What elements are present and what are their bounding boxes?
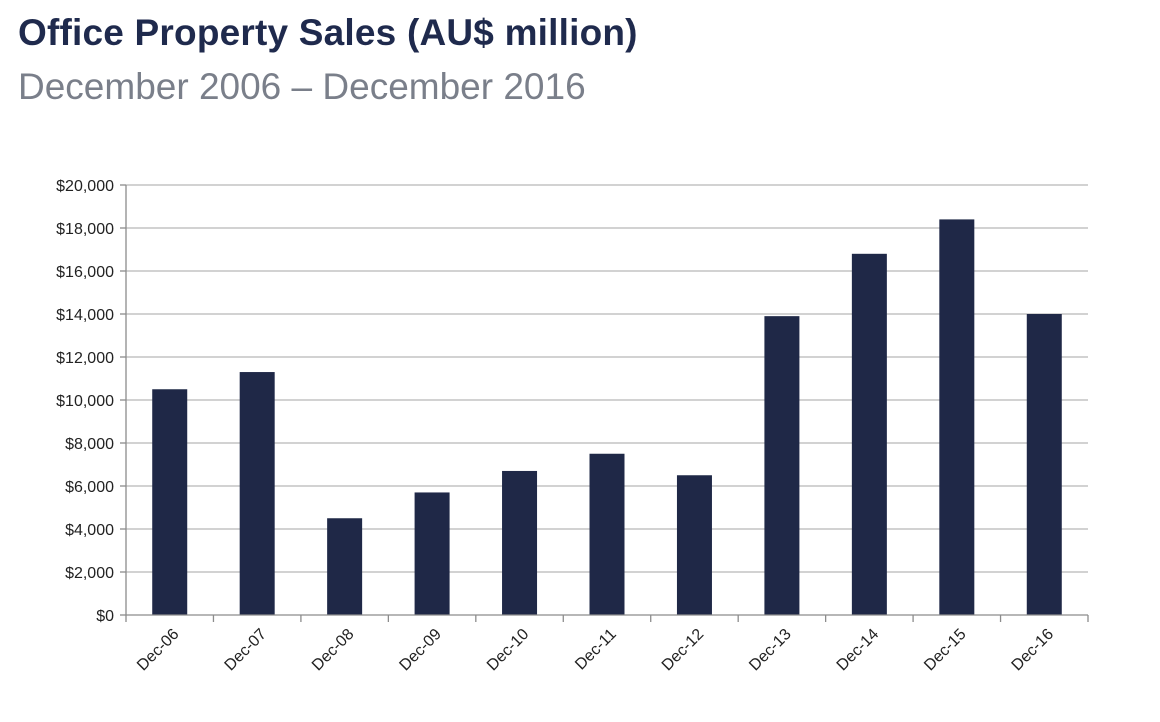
bar-dec-06 xyxy=(152,389,188,615)
y-tick-label: $10,000 xyxy=(56,393,114,410)
bar-dec-11 xyxy=(589,453,625,615)
y-tick-label: $4,000 xyxy=(65,522,114,539)
x-tick-label: Dec-08 xyxy=(309,626,358,675)
y-tick-label: $16,000 xyxy=(56,264,114,281)
bar-dec-08 xyxy=(327,518,363,615)
y-tick-label: $2,000 xyxy=(65,565,114,582)
x-tick-label: Dec-10 xyxy=(484,626,533,675)
chart-subtitle: December 2006 – December 2016 xyxy=(18,66,586,107)
bar-dec-13 xyxy=(764,316,800,615)
x-axis-ticks: Dec-06 Dec-07 Dec-08 Dec-09 Dec-10 Dec-11 Dec-… xyxy=(125,615,1089,675)
bar-dec-12 xyxy=(676,475,712,615)
x-tick-label: Dec-12 xyxy=(659,626,708,675)
x-tick-label: Dec-14 xyxy=(834,626,883,675)
bar-dec-10 xyxy=(502,470,538,615)
y-tick-label: $14,000 xyxy=(56,307,114,324)
y-tick-label: $0 xyxy=(96,608,114,625)
y-tick-label: $6,000 xyxy=(65,479,114,496)
bar-dec-07 xyxy=(239,372,275,615)
bar-dec-15 xyxy=(939,219,975,615)
x-tick-label: Dec-07 xyxy=(222,626,271,675)
x-tick-label: Dec-09 xyxy=(396,626,445,675)
axes xyxy=(125,185,1088,616)
x-tick-label: Dec-16 xyxy=(1009,626,1058,675)
x-tick-label: Dec-13 xyxy=(746,626,795,675)
chart-title: Office Property Sales (AU$ million) xyxy=(18,12,638,53)
bar-dec-09 xyxy=(414,492,450,615)
y-tick-label: $18,000 xyxy=(56,221,114,238)
x-tick-label: Dec-15 xyxy=(921,626,970,675)
x-tick-label: Dec-11 xyxy=(572,626,620,674)
bar-dec-14 xyxy=(851,253,887,616)
y-tick-label: $8,000 xyxy=(65,436,114,453)
bars xyxy=(152,219,1062,616)
x-tick-label: Dec-06 xyxy=(134,626,183,675)
y-tick-label: $12,000 xyxy=(56,350,114,367)
y-axis-ticks: $0 $2,000 $4,000 $6,000 $8,000 $10,000 $12,000… xyxy=(56,178,126,625)
bar-dec-16 xyxy=(1026,314,1062,615)
y-tick-label: $20,000 xyxy=(56,178,114,195)
